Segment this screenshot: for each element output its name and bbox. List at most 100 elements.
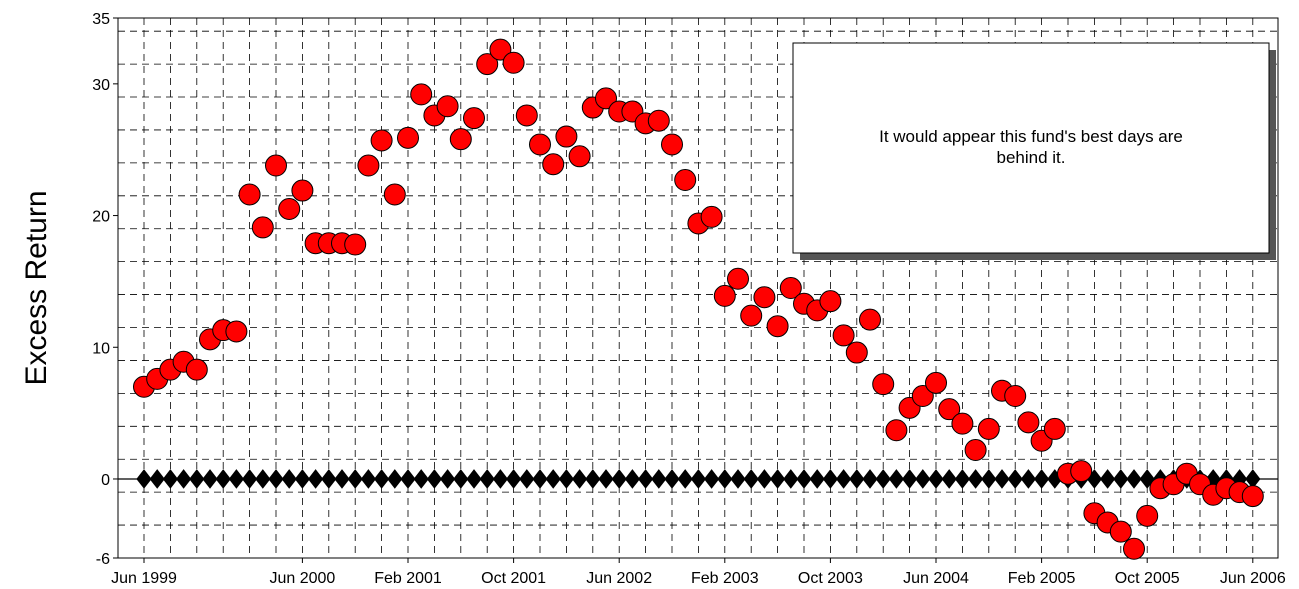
- diamond-point: [637, 469, 654, 489]
- x-tick-label: Feb 2005: [1008, 570, 1076, 587]
- diamond-point: [228, 469, 245, 489]
- x-tick-label: Jun 2004: [903, 570, 969, 587]
- circle-point: [238, 183, 261, 206]
- circle-point: [489, 38, 512, 61]
- circle-point: [713, 284, 736, 307]
- circle-point: [436, 95, 459, 118]
- diamond-point: [769, 469, 786, 489]
- diamond-point: [1033, 469, 1050, 489]
- circle-point: [251, 216, 274, 239]
- circle-point: [977, 417, 1000, 440]
- circle-point: [185, 358, 208, 381]
- diamond-point: [756, 469, 773, 489]
- diamond-point: [624, 469, 641, 489]
- diamond-point: [268, 469, 284, 489]
- x-tick-label: Oct 2001: [481, 570, 546, 587]
- diamond-point: [915, 469, 931, 489]
- diamond-point: [347, 469, 363, 489]
- circle-point: [1004, 385, 1027, 407]
- circle-point: [674, 169, 697, 191]
- diamond-point: [1099, 469, 1116, 489]
- diamond-point: [532, 469, 548, 489]
- y-tick-label: 20: [92, 209, 110, 226]
- diamond-point: [1113, 469, 1129, 489]
- circle-point: [463, 107, 485, 130]
- circle-point: [859, 308, 881, 331]
- diamond-point: [241, 469, 258, 489]
- diamond-point: [677, 469, 693, 489]
- circle-point: [911, 385, 934, 407]
- circle-point: [700, 205, 723, 228]
- benchmark-series: [136, 469, 1261, 489]
- circle-point: [595, 87, 617, 110]
- diamond-point: [439, 469, 456, 489]
- fund-series: [133, 38, 1264, 560]
- diamond-point: [519, 469, 535, 489]
- circle-point: [265, 154, 287, 177]
- diamond-point: [400, 469, 416, 489]
- circle-point: [925, 371, 947, 394]
- circle-point: [753, 286, 776, 309]
- diamond-point: [202, 469, 218, 489]
- diamond-point: [413, 469, 429, 489]
- diamond-point: [901, 469, 918, 489]
- circle-point: [1017, 411, 1040, 434]
- circle-point: [872, 373, 895, 396]
- annotation-text: It would appear this fund's best days ar…: [879, 127, 1183, 167]
- circle-point: [647, 109, 670, 132]
- diamond-point: [967, 469, 984, 489]
- circle-point: [555, 125, 578, 148]
- diamond-point: [862, 469, 878, 489]
- diamond-point: [426, 469, 443, 489]
- diamond-point: [215, 469, 231, 489]
- diamond-point: [875, 469, 891, 489]
- x-tick-label: Jun 2006: [1220, 570, 1286, 587]
- diamond-point: [954, 469, 971, 489]
- circle-point: [740, 304, 763, 327]
- x-tick-label: Jun 1999: [111, 570, 177, 587]
- diamond-point: [664, 469, 680, 489]
- x-tick-label: Jun 2002: [586, 570, 652, 587]
- diamond-point: [928, 469, 944, 489]
- diamond-point: [149, 469, 165, 489]
- diamond-point: [571, 469, 588, 489]
- circle-point: [727, 267, 749, 290]
- diamond-point: [479, 469, 495, 489]
- annotation-line: behind it.: [997, 148, 1066, 167]
- circle-point: [885, 419, 908, 442]
- circle-point: [779, 277, 802, 299]
- diamond-point: [611, 469, 627, 489]
- diamond-point: [1020, 469, 1037, 489]
- diamond-point: [651, 469, 667, 489]
- diamond-point: [690, 469, 707, 489]
- diamond-point: [373, 469, 390, 489]
- diamond-point: [255, 469, 271, 489]
- diamond-point: [492, 469, 509, 489]
- diamond-point: [334, 469, 350, 489]
- diamond-point: [730, 469, 746, 489]
- diamond-point: [387, 469, 403, 489]
- circle-point: [819, 290, 842, 313]
- y-tick-label: 0: [101, 472, 110, 489]
- circle-point: [1109, 520, 1132, 543]
- diamond-point: [189, 469, 205, 489]
- circle-point: [661, 133, 683, 156]
- x-axis-ticks: Jun 1999 Jun 2000 Feb 2001 Oct 2001 Jun 2002…: [111, 558, 1286, 587]
- diamond-point: [360, 469, 377, 489]
- circle-point: [1043, 417, 1066, 440]
- circle-point: [845, 341, 868, 364]
- diamond-point: [545, 469, 561, 489]
- circle-point: [1241, 485, 1264, 508]
- diamond-point: [281, 469, 297, 489]
- diamond-point: [981, 469, 997, 489]
- circle-point: [410, 83, 433, 106]
- diamond-point: [321, 469, 337, 489]
- circle-point: [291, 179, 314, 202]
- circle-point: [542, 153, 565, 176]
- diamond-point: [1007, 469, 1023, 489]
- y-tick-label: 35: [92, 11, 110, 28]
- diamond-point: [809, 469, 825, 489]
- circle-point: [1123, 537, 1145, 560]
- plot-area-border: [117, 17, 1279, 559]
- diamond-point: [796, 469, 812, 489]
